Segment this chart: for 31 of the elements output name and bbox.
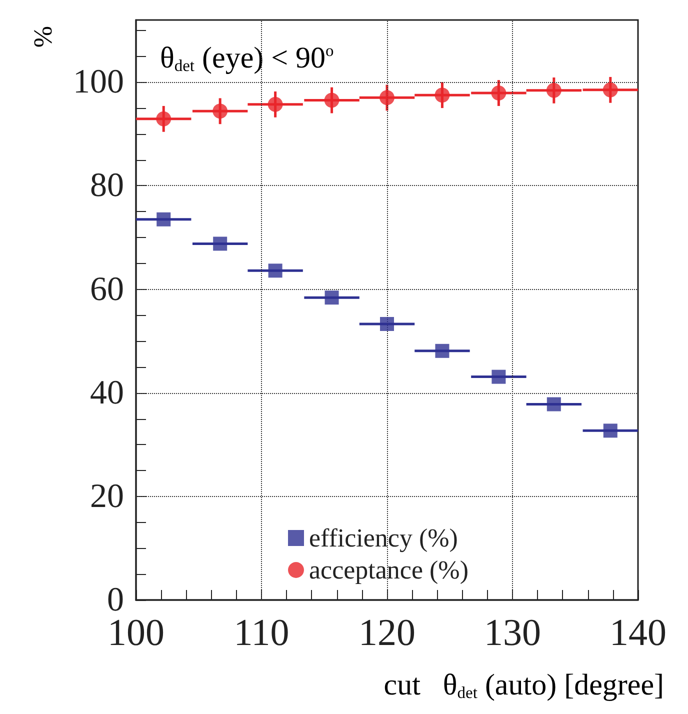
point — [435, 344, 450, 358]
point — [603, 424, 618, 438]
point — [380, 316, 394, 331]
point — [546, 82, 562, 98]
point — [602, 82, 618, 98]
x-tick-label: 130 — [484, 612, 541, 654]
point — [212, 104, 228, 119]
y-tick-label: 40 — [90, 374, 124, 412]
point — [434, 88, 450, 103]
point — [492, 370, 506, 384]
y-tick-label: 80 — [90, 167, 124, 204]
point — [324, 290, 339, 305]
y-axis-title: % — [28, 26, 58, 48]
x-tick-label: 110 — [234, 612, 290, 654]
legend-label: acceptance (%) — [309, 556, 468, 584]
legend-label: efficiency (%) — [309, 524, 458, 552]
point — [268, 264, 282, 278]
y-tick-label: 100 — [73, 64, 124, 101]
y-tick-label: 20 — [90, 478, 124, 515]
y-tick-label: 60 — [90, 270, 124, 308]
x-tick-label: 140 — [610, 612, 666, 654]
point — [213, 236, 228, 251]
x-tick-label: 120 — [358, 612, 416, 654]
point — [268, 96, 283, 112]
point — [380, 90, 394, 106]
point — [491, 86, 506, 101]
y-tick-label: 0 — [107, 582, 124, 618]
point — [156, 111, 172, 126]
point — [324, 92, 340, 108]
point — [546, 397, 561, 412]
point — [156, 212, 171, 226]
